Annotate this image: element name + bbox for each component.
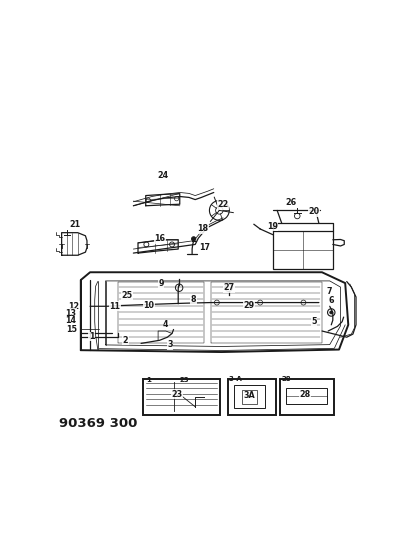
Text: 90369 300: 90369 300 — [59, 417, 138, 430]
Text: 20: 20 — [309, 207, 320, 216]
Text: 10: 10 — [143, 301, 154, 310]
Text: 17: 17 — [199, 243, 210, 252]
Bar — [142, 379, 220, 415]
Text: 6: 6 — [328, 296, 334, 304]
Text: 16: 16 — [154, 235, 165, 244]
Text: 27: 27 — [224, 283, 235, 292]
Text: 19: 19 — [267, 222, 278, 231]
Bar — [234, 385, 265, 408]
Text: 3 A: 3 A — [229, 376, 242, 382]
Text: 3A: 3A — [243, 391, 255, 400]
Bar — [228, 379, 276, 415]
Text: 4: 4 — [163, 320, 169, 329]
Text: 14: 14 — [65, 316, 76, 325]
Text: 26: 26 — [286, 198, 296, 207]
Text: 12: 12 — [69, 302, 79, 311]
Text: 2: 2 — [123, 336, 128, 345]
Text: 22: 22 — [217, 200, 229, 209]
Text: 7: 7 — [327, 287, 332, 296]
Text: 21: 21 — [70, 220, 81, 229]
Text: 23: 23 — [180, 377, 190, 383]
Text: 25: 25 — [122, 291, 133, 300]
Text: 9: 9 — [158, 279, 164, 288]
Circle shape — [192, 237, 196, 241]
Text: 15: 15 — [67, 325, 78, 334]
Text: 3: 3 — [167, 341, 173, 350]
Text: 5: 5 — [312, 317, 317, 326]
Circle shape — [330, 311, 333, 314]
Text: 18: 18 — [198, 224, 209, 233]
Text: 28: 28 — [299, 390, 310, 399]
Text: 13: 13 — [65, 309, 76, 318]
Text: 11: 11 — [109, 302, 120, 311]
Text: 28: 28 — [282, 376, 291, 382]
Text: 1: 1 — [89, 332, 95, 341]
Text: 23: 23 — [171, 390, 182, 399]
Bar — [286, 388, 327, 403]
Bar — [273, 231, 333, 269]
Text: 29: 29 — [244, 301, 255, 310]
Text: 1: 1 — [146, 377, 150, 383]
Text: 24: 24 — [157, 171, 168, 180]
Text: 8: 8 — [191, 295, 196, 304]
Bar — [242, 390, 257, 403]
Bar — [280, 379, 334, 415]
